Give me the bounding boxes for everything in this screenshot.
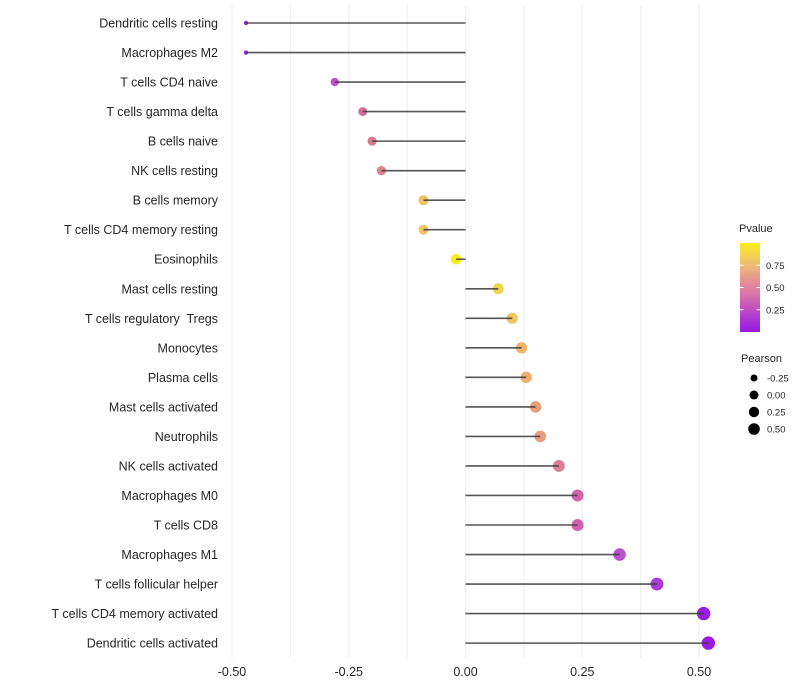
row-monocytes: Monocytes bbox=[158, 341, 528, 355]
row-macrophages-m2: Macrophages M2 bbox=[121, 46, 466, 60]
row-eosinophils: Eosinophils bbox=[154, 253, 466, 267]
legend-pearson-label: 0.00 bbox=[767, 391, 786, 402]
row-macrophages-m1: Macrophages M1 bbox=[121, 548, 626, 562]
legend-pearson-dot bbox=[748, 423, 760, 435]
row-nk-cells-resting: NK cells resting bbox=[131, 164, 466, 178]
row-t-cells-cd4-memory-activated: T cells CD4 memory activated bbox=[52, 606, 711, 621]
legend-pearson-dot bbox=[749, 390, 759, 400]
y-axis-label: Mast cells activated bbox=[109, 400, 218, 414]
legend-pvalue: Pvalue 0.75 0.50 0.25 bbox=[739, 223, 785, 332]
row-b-cells-naive: B cells naive bbox=[148, 135, 466, 149]
y-axis-label: Macrophages M2 bbox=[121, 46, 218, 60]
row-mast-cells-resting: Mast cells resting bbox=[121, 282, 504, 296]
y-axis-label: T cells CD4 naive bbox=[120, 76, 218, 90]
x-axis-tick-label: 0.25 bbox=[570, 665, 594, 679]
dot bbox=[450, 254, 462, 265]
row-mast-cells-activated: Mast cells activated bbox=[109, 400, 542, 414]
y-axis-label: NK cells activated bbox=[119, 459, 218, 473]
row-plasma-cells: Plasma cells bbox=[148, 371, 532, 385]
y-axis-label: NK cells resting bbox=[131, 164, 218, 178]
row-t-cells-cd8: T cells CD8 bbox=[154, 519, 584, 533]
y-axis-label: Macrophages M1 bbox=[121, 548, 218, 562]
x-axis-tick-label: -0.25 bbox=[335, 665, 364, 679]
row-nk-cells-activated: NK cells activated bbox=[119, 459, 565, 473]
x-axis-tick-label: 0.00 bbox=[453, 665, 477, 679]
x-axis-tick-label: 0.50 bbox=[687, 665, 711, 679]
y-axis-label: T cells follicular helper bbox=[95, 578, 218, 592]
legend-pearson: Pearson -0.25 0.00 0.25 0.50 bbox=[741, 353, 789, 436]
row-macrophages-m0: Macrophages M0 bbox=[121, 489, 584, 503]
y-axis-label: B cells naive bbox=[148, 135, 218, 149]
legend-pvalue-title: Pvalue bbox=[739, 223, 773, 235]
y-axis-label: T cells CD4 memory activated bbox=[52, 607, 219, 621]
x-axis-tick-label: -0.50 bbox=[218, 665, 247, 679]
dot bbox=[515, 342, 528, 354]
rows: Dendritic cells resting Macrophages M2 T c… bbox=[52, 17, 716, 651]
legend-pvalue-tick-label: 0.75 bbox=[766, 261, 785, 272]
row-dendritic-cells-activated: Dendritic cells activated bbox=[87, 636, 716, 651]
x-axis: -0.50 -0.25 0.00 0.25 0.50 bbox=[218, 665, 711, 679]
y-axis-label: T cells CD4 memory resting bbox=[64, 223, 218, 237]
y-axis-label: T cells regulatory Tregs bbox=[85, 312, 218, 326]
row-dendritic-cells-resting: Dendritic cells resting bbox=[99, 17, 466, 31]
y-axis-label: B cells memory bbox=[133, 194, 219, 208]
row-t-cells-cd4-naive: T cells CD4 naive bbox=[120, 76, 466, 90]
y-axis-label: Mast cells resting bbox=[121, 282, 218, 296]
row-neutrophils: Neutrophils bbox=[155, 430, 547, 444]
y-axis-label: Plasma cells bbox=[148, 371, 218, 385]
legend-pearson-label: 0.25 bbox=[767, 408, 786, 419]
y-axis-label: T cells gamma delta bbox=[106, 105, 218, 119]
row-b-cells-memory: B cells memory bbox=[133, 194, 466, 208]
legend-pvalue-tick-label: 0.25 bbox=[766, 305, 785, 316]
row-t-cells-regulatory-tregs: T cells regulatory Tregs bbox=[85, 312, 518, 326]
y-axis-label: T cells CD8 bbox=[154, 519, 218, 533]
legend-pearson-title: Pearson bbox=[741, 353, 782, 365]
legend-pvalue-tick-label: 0.50 bbox=[766, 283, 785, 294]
y-axis-label: Eosinophils bbox=[154, 253, 218, 267]
y-axis-label: Dendritic cells activated bbox=[87, 637, 218, 651]
y-axis-label: Macrophages M0 bbox=[121, 489, 218, 503]
y-axis-label: Dendritic cells resting bbox=[99, 17, 218, 31]
y-axis-label: Monocytes bbox=[158, 341, 218, 355]
legend-pearson-dot bbox=[750, 374, 758, 382]
row-t-cells-cd4-memory-resting: T cells CD4 memory resting bbox=[64, 223, 466, 237]
gridlines bbox=[231, 5, 700, 658]
row-t-cells-follicular-helper: T cells follicular helper bbox=[95, 578, 664, 592]
y-axis-label: Neutrophils bbox=[155, 430, 218, 444]
row-t-cells-gamma-delta: T cells gamma delta bbox=[106, 105, 466, 119]
legend-pearson-label: -0.25 bbox=[767, 374, 789, 385]
pvalue-colorbar bbox=[740, 243, 760, 332]
legend-pearson-label: 0.50 bbox=[767, 425, 786, 436]
legend-pearson-dot bbox=[748, 406, 760, 418]
